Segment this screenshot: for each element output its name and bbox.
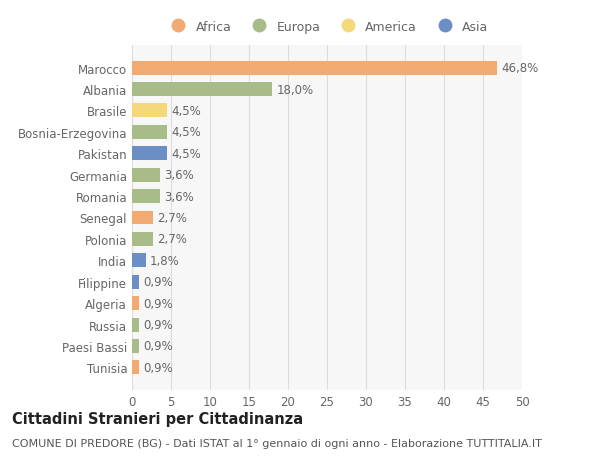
Text: 0,9%: 0,9%	[143, 297, 173, 310]
Text: 2,7%: 2,7%	[157, 233, 187, 246]
Bar	[132, 190, 160, 204]
Text: 3,6%: 3,6%	[164, 169, 194, 182]
Bar	[132, 232, 153, 246]
Bar	[132, 297, 139, 310]
Text: 2,7%: 2,7%	[157, 212, 187, 224]
Bar	[132, 361, 139, 375]
Text: 3,6%: 3,6%	[164, 190, 194, 203]
Text: 46,8%: 46,8%	[501, 62, 538, 75]
Bar	[132, 83, 272, 97]
Text: 0,9%: 0,9%	[143, 319, 173, 331]
Bar	[132, 104, 167, 118]
Bar	[132, 318, 139, 332]
Text: 4,5%: 4,5%	[171, 147, 201, 161]
Text: COMUNE DI PREDORE (BG) - Dati ISTAT al 1° gennaio di ogni anno - Elaborazione TU: COMUNE DI PREDORE (BG) - Dati ISTAT al 1…	[12, 438, 542, 448]
Bar	[132, 339, 139, 353]
Text: 18,0%: 18,0%	[276, 84, 313, 96]
Bar	[132, 211, 153, 225]
Text: 4,5%: 4,5%	[171, 105, 201, 118]
Text: 0,9%: 0,9%	[143, 275, 173, 289]
Bar	[132, 126, 167, 140]
Text: 0,9%: 0,9%	[143, 340, 173, 353]
Text: 0,9%: 0,9%	[143, 361, 173, 374]
Text: Cittadini Stranieri per Cittadinanza: Cittadini Stranieri per Cittadinanza	[12, 411, 303, 426]
Text: 4,5%: 4,5%	[171, 126, 201, 139]
Bar	[132, 168, 160, 182]
Bar	[132, 254, 146, 268]
Bar	[132, 62, 497, 75]
Bar	[132, 275, 139, 289]
Bar	[132, 147, 167, 161]
Text: 1,8%: 1,8%	[150, 254, 179, 267]
Legend: Africa, Europa, America, Asia: Africa, Europa, America, Asia	[163, 18, 491, 36]
